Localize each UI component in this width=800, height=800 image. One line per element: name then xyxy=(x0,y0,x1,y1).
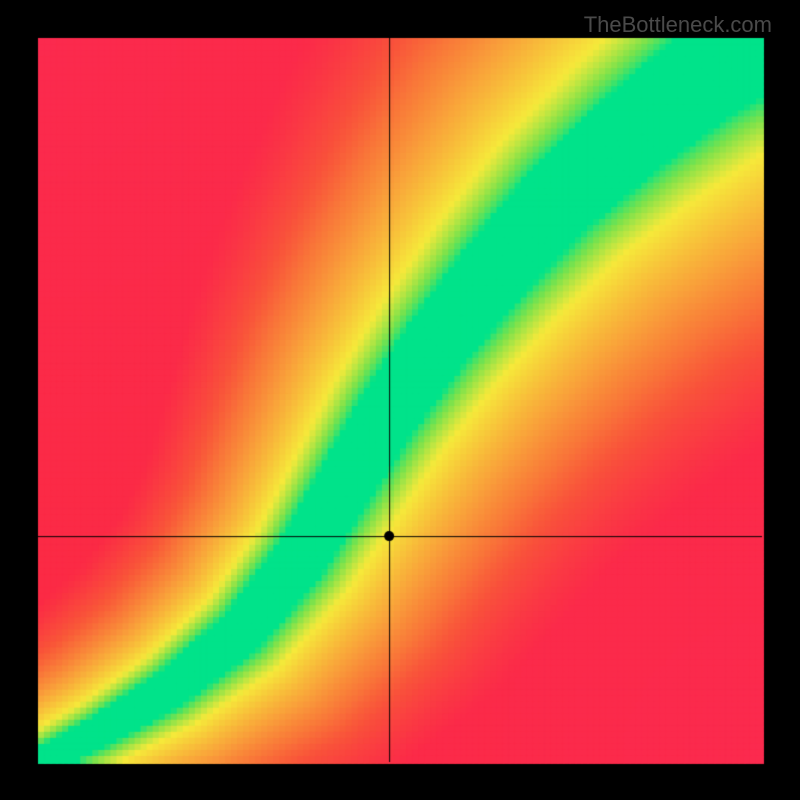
chart-container: TheBottleneck.com xyxy=(0,0,800,800)
watermark-text: TheBottleneck.com xyxy=(584,12,772,38)
bottleneck-heatmap xyxy=(0,0,800,800)
